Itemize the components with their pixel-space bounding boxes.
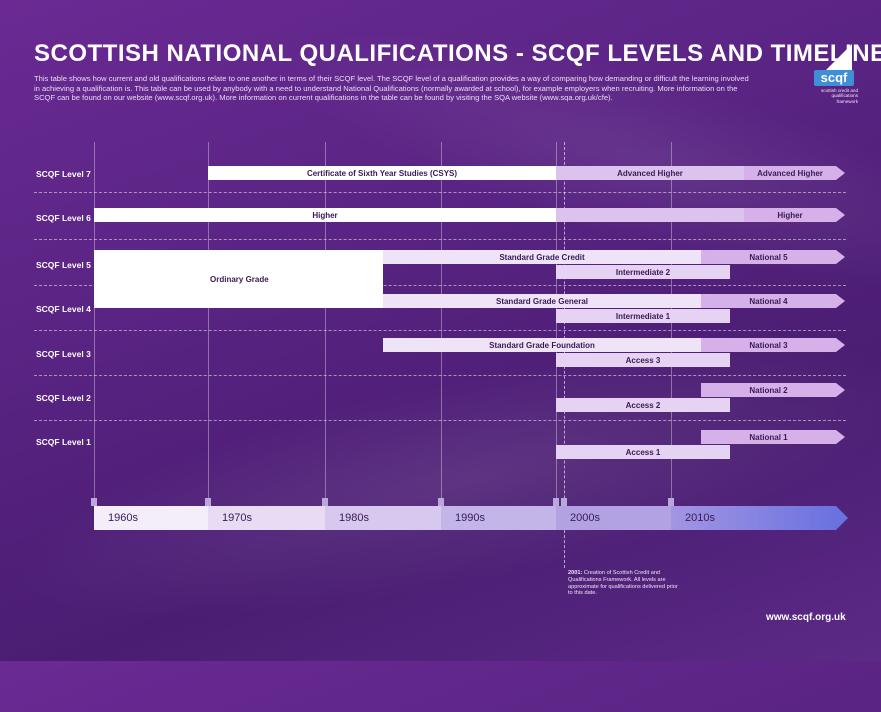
note-text: Creation of Scottish Credit and Qualific…	[568, 570, 678, 597]
bar-sg-foundation: Standard Grade Foundation	[383, 338, 701, 352]
decade-line-1970s	[208, 142, 209, 506]
timeline-tick	[438, 498, 444, 506]
logo-word: scqf	[814, 70, 854, 86]
bar-intermediate-2: Intermediate 2	[556, 265, 730, 279]
timeline-arrow-icon	[836, 506, 848, 530]
decade-1960s: 1960s	[94, 506, 208, 530]
decade-1980s: 1980s	[325, 506, 441, 530]
bar-access-3: Access 3	[556, 353, 730, 367]
bar-higher-mid	[556, 208, 744, 222]
bar-csys: Certificate of Sixth Year Studies (CSYS)	[208, 166, 556, 180]
level-separator	[34, 239, 846, 240]
level-separator	[34, 285, 846, 286]
bar-sg-credit: Standard Grade Credit	[383, 250, 701, 264]
scqf-creation-note: 2001: Creation of Scottish Credit and Qu…	[568, 570, 678, 597]
level-label-5: SCQF Level 5	[36, 260, 91, 270]
level-label-1: SCQF Level 1	[36, 437, 91, 447]
bar-national-4: National 4	[701, 294, 845, 308]
note-year: 2001:	[568, 570, 583, 576]
level-label-4: SCQF Level 4	[36, 304, 91, 314]
decade-timeline: 1960s 1970s 1980s 1990s 2000s 2010s	[94, 506, 836, 530]
bar-national-2: National 2	[701, 383, 845, 397]
timeline-tick	[561, 498, 567, 506]
bar-advanced-higher-new: Advanced Higher	[744, 166, 845, 180]
bar-intermediate-1: Intermediate 1	[556, 309, 730, 323]
level-separator	[34, 192, 846, 193]
bar-national-3: National 3	[701, 338, 845, 352]
bar-national-1: National 1	[701, 430, 845, 444]
decade-line-1980s	[325, 142, 326, 506]
timeline-tick	[553, 498, 559, 506]
bar-access-2: Access 2	[556, 398, 730, 412]
timeline-tick	[668, 498, 674, 506]
decade-line-1960s	[94, 142, 95, 506]
scqf-logo: scqf scottish credit and qualifications …	[812, 44, 858, 104]
bar-higher-new: Higher	[744, 208, 845, 222]
bar-advanced-higher-old: Advanced Higher	[556, 166, 744, 180]
level-label-6: SCQF Level 6	[36, 213, 91, 223]
decade-2000s: 2000s	[556, 506, 671, 530]
decade-2010s: 2010s	[671, 506, 836, 530]
decade-line-2000s	[556, 142, 557, 506]
bar-access-1: Access 1	[556, 445, 730, 459]
level-label-7: SCQF Level 7	[36, 169, 91, 179]
level-label-3: SCQF Level 3	[36, 349, 91, 359]
bar-national-5: National 5	[701, 250, 845, 264]
level-label-2: SCQF Level 2	[36, 393, 91, 403]
decade-line-2010s	[671, 142, 672, 506]
decade-line-1990s	[441, 142, 442, 506]
decade-1970s: 1970s	[208, 506, 325, 530]
logo-tagline: scottish credit and qualifications frame…	[820, 88, 858, 104]
timeline-tick	[91, 498, 97, 506]
bar-ordinary-grade: Ordinary Grade	[94, 250, 383, 308]
level-separator	[34, 375, 846, 376]
timeline-tick	[205, 498, 211, 506]
page-title: SCOTTISH NATIONAL QUALIFICATIONS - SCQF …	[34, 40, 881, 67]
timeline-tick	[322, 498, 328, 506]
decade-1990s: 1990s	[441, 506, 556, 530]
intro-text: This table shows how current and old qua…	[34, 74, 749, 103]
level-separator	[34, 330, 846, 331]
bar-sg-general: Standard Grade General	[383, 294, 701, 308]
footer-website-link[interactable]: www.scqf.org.uk	[766, 612, 846, 623]
level-separator	[34, 420, 846, 421]
bar-higher-old: Higher	[94, 208, 556, 222]
